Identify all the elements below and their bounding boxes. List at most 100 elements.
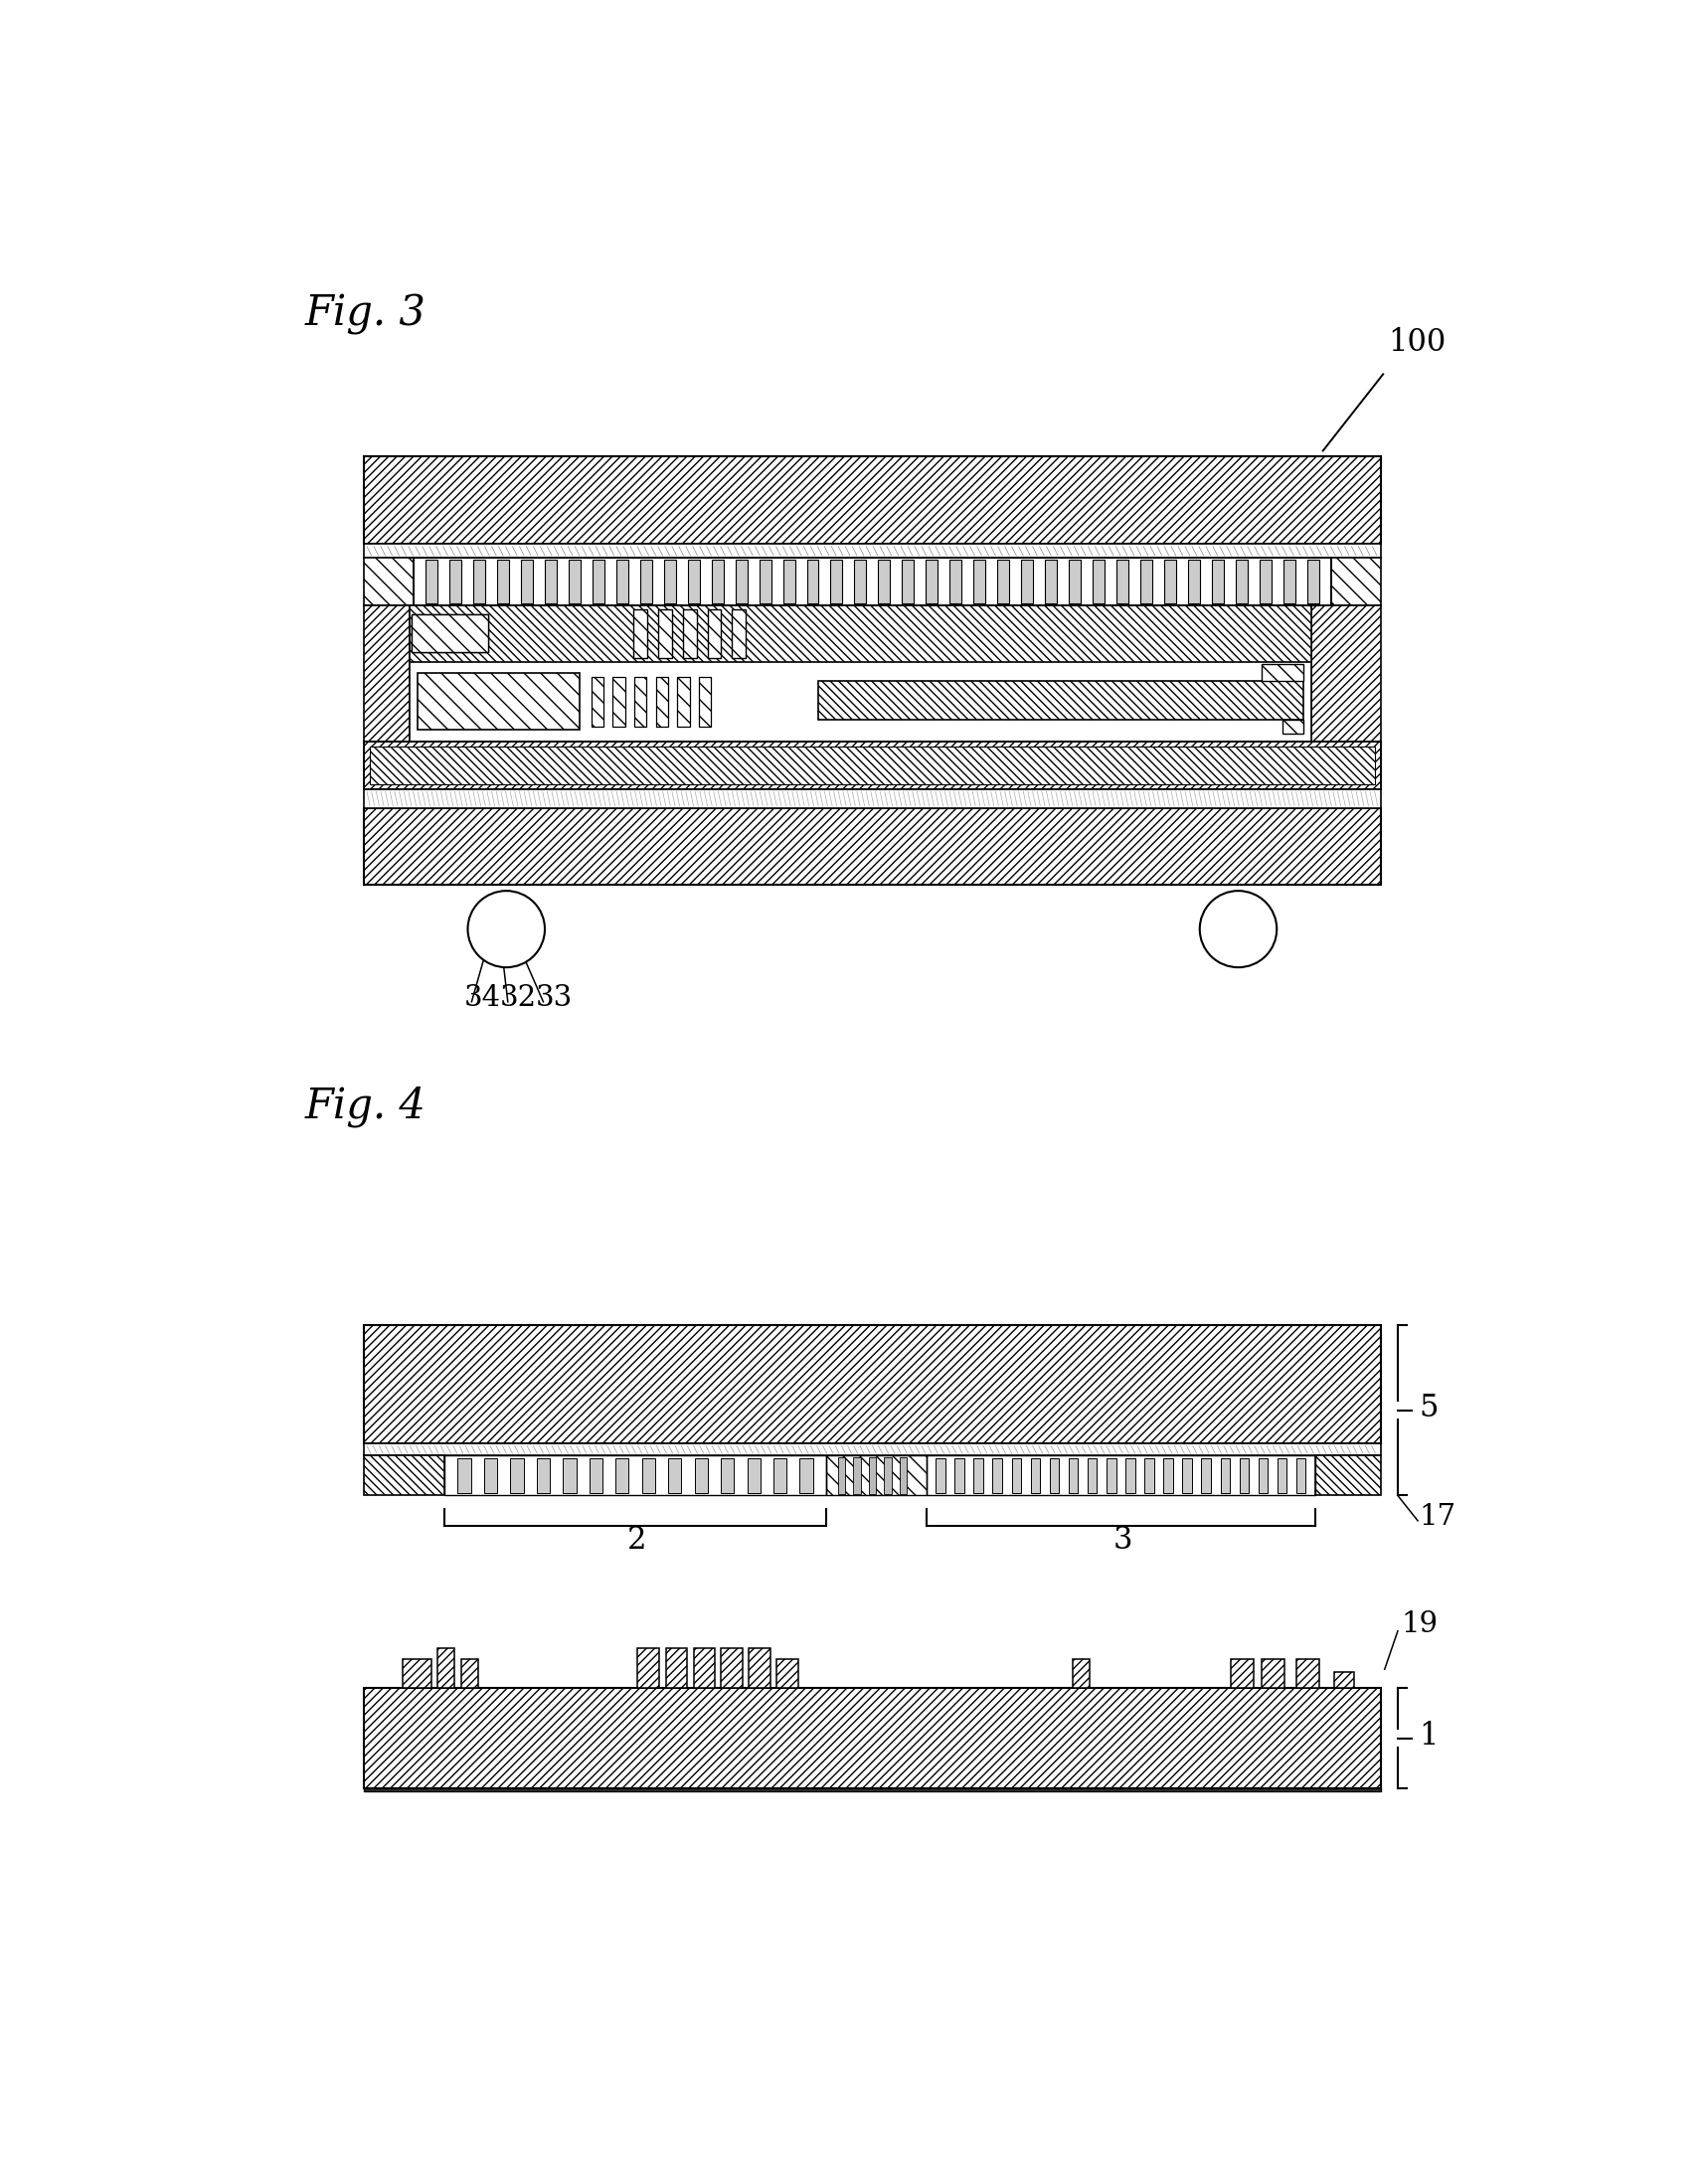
Bar — [750, 1648, 770, 1689]
Bar — [364, 1689, 1380, 1787]
Bar — [868, 1457, 876, 1494]
Bar — [1163, 1459, 1173, 1494]
Bar — [997, 559, 1009, 604]
Bar — [898, 1457, 907, 1494]
Bar — [926, 559, 938, 604]
Text: 19: 19 — [1402, 1611, 1438, 1639]
Bar — [364, 1457, 444, 1496]
Bar — [1011, 1459, 1021, 1494]
Bar — [364, 1787, 1380, 1791]
Bar — [613, 678, 625, 726]
Bar — [1315, 1457, 1380, 1496]
Bar — [1141, 559, 1153, 604]
Bar — [974, 1459, 984, 1494]
Bar — [403, 1659, 432, 1689]
Bar — [1283, 720, 1303, 733]
Bar — [364, 1324, 1380, 1444]
Bar — [774, 1459, 787, 1494]
Bar — [658, 609, 671, 659]
Bar — [569, 559, 581, 604]
Bar — [1030, 1459, 1040, 1494]
Bar — [412, 615, 488, 652]
Bar — [1107, 1459, 1115, 1494]
Bar — [992, 1459, 1003, 1494]
Bar — [642, 1459, 656, 1494]
Bar — [410, 604, 1312, 661]
Text: 1: 1 — [1419, 1720, 1438, 1752]
Bar — [364, 457, 1380, 544]
Bar — [1221, 1459, 1230, 1494]
Text: Fig. 3: Fig. 3 — [304, 293, 425, 335]
Circle shape — [468, 891, 545, 967]
Bar — [1278, 1459, 1286, 1494]
Bar — [721, 1459, 734, 1494]
Bar — [878, 559, 890, 604]
Bar — [721, 1648, 743, 1689]
Bar — [683, 609, 697, 659]
Text: Fig. 4: Fig. 4 — [304, 1085, 425, 1128]
Bar — [1126, 1459, 1136, 1494]
Bar — [461, 1659, 478, 1689]
Bar — [806, 559, 818, 604]
Bar — [437, 1648, 454, 1689]
Bar — [1144, 1459, 1155, 1494]
Bar — [746, 1459, 760, 1494]
Bar — [1307, 559, 1319, 604]
Bar — [1201, 1459, 1211, 1494]
Bar — [364, 559, 413, 604]
Bar — [412, 615, 488, 652]
Bar — [1021, 559, 1033, 604]
Bar — [950, 559, 962, 604]
Text: 17: 17 — [1419, 1502, 1457, 1530]
Bar — [688, 559, 700, 604]
Bar — [799, 1459, 813, 1494]
Bar — [883, 1457, 892, 1494]
Bar — [449, 559, 461, 604]
Bar — [364, 809, 1380, 885]
Bar — [1296, 1459, 1307, 1494]
Circle shape — [1199, 891, 1278, 967]
Bar — [413, 559, 1331, 604]
Bar — [736, 559, 746, 604]
Bar — [1211, 559, 1223, 604]
Bar — [707, 609, 721, 659]
Text: 3: 3 — [1114, 1526, 1132, 1557]
Bar — [854, 559, 866, 604]
Bar — [1088, 1459, 1097, 1494]
Bar — [830, 559, 842, 604]
Bar — [1187, 559, 1199, 604]
Bar — [1312, 604, 1380, 741]
Bar — [637, 1648, 659, 1689]
Bar — [666, 1648, 687, 1689]
Bar — [511, 1459, 524, 1494]
Bar — [615, 1459, 629, 1494]
Bar — [591, 678, 603, 726]
Bar — [837, 1457, 845, 1494]
Bar — [521, 559, 533, 604]
Bar — [699, 678, 711, 726]
Bar — [1283, 559, 1295, 604]
Bar — [1262, 665, 1303, 680]
Bar — [425, 559, 437, 604]
Bar — [589, 1459, 603, 1494]
Bar — [617, 559, 629, 604]
Text: 100: 100 — [1389, 328, 1447, 359]
Bar — [1093, 559, 1105, 604]
Bar — [1331, 559, 1380, 604]
Bar — [593, 559, 605, 604]
Bar — [1259, 559, 1271, 604]
Bar — [473, 559, 485, 604]
Bar — [1182, 1459, 1192, 1494]
Bar — [818, 680, 1303, 720]
Bar — [955, 1459, 963, 1494]
Bar — [364, 604, 410, 741]
Bar — [668, 1459, 681, 1494]
Bar — [852, 1457, 861, 1494]
Bar — [664, 559, 676, 604]
Bar — [1230, 1659, 1254, 1689]
Bar — [693, 1648, 716, 1689]
Bar — [444, 1457, 827, 1496]
Bar — [536, 1459, 550, 1494]
Bar — [1117, 559, 1129, 604]
Bar — [1259, 1459, 1267, 1494]
